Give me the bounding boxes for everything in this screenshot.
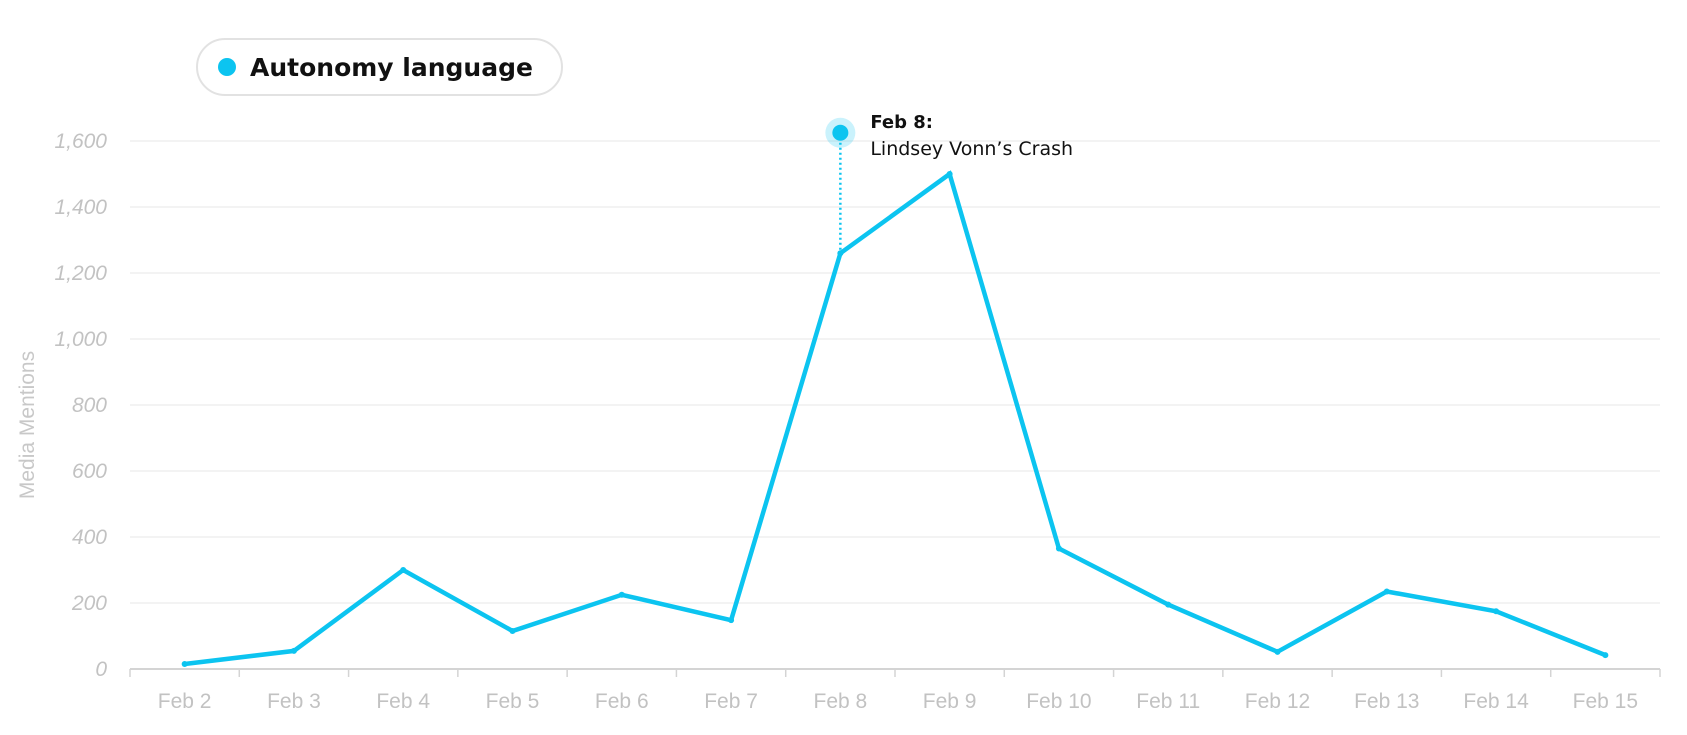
x-tick-label: Feb 12 <box>1245 690 1310 713</box>
annotation-marker[interactable] <box>832 124 849 141</box>
y-tick-label: 1,000 <box>54 328 107 351</box>
data-point[interactable] <box>1055 545 1062 552</box>
x-tick-label: Feb 6 <box>595 690 649 713</box>
data-point[interactable] <box>946 171 953 177</box>
y-axis-ticks: 0 200 400 600 800 1,000 1,200 1,400 1,600 <box>54 130 107 681</box>
annotation-title: Feb 8: <box>870 112 933 133</box>
grid-lines <box>130 140 1660 604</box>
y-tick-label: 600 <box>72 460 107 483</box>
data-point[interactable] <box>728 617 735 624</box>
series-layer <box>181 170 1609 668</box>
x-tick-label: Feb 8 <box>814 690 868 713</box>
x-tick-label: Feb 13 <box>1354 690 1419 713</box>
data-point[interactable] <box>1383 588 1390 595</box>
y-tick-label: 1,600 <box>54 130 107 153</box>
data-point[interactable] <box>1493 608 1500 615</box>
annotation-text: Lindsey Vonn’s Crash <box>870 138 1073 160</box>
data-point[interactable] <box>290 647 297 654</box>
x-tick-label: Feb 10 <box>1026 690 1091 713</box>
data-point[interactable] <box>1274 648 1281 655</box>
x-tick-label: Feb 4 <box>376 690 430 713</box>
x-axis-ticks: Feb 2 Feb 3 Feb 4 Feb 5 Feb 6 Feb 7 Feb 8 Feb 9… <box>129 669 1661 713</box>
x-tick-label: Feb 2 <box>158 690 212 713</box>
x-tick-label: Feb 7 <box>704 690 758 713</box>
x-tick-label: Feb 11 <box>1136 690 1200 713</box>
data-point[interactable] <box>181 661 188 668</box>
y-tick-label: 200 <box>71 592 107 615</box>
legend-label: Autonomy language <box>250 52 533 82</box>
y-tick-label: 0 <box>95 658 107 681</box>
annotation: Feb 8: Lindsey Vonn’s Crash <box>825 112 1073 254</box>
y-tick-label: 1,200 <box>54 262 107 285</box>
y-tick-label: 800 <box>72 394 107 417</box>
data-point[interactable] <box>1602 652 1609 659</box>
data-point[interactable] <box>509 628 516 635</box>
x-tick-label: Feb 5 <box>486 690 540 713</box>
data-point[interactable] <box>837 250 844 257</box>
x-tick-label: Feb 14 <box>1463 690 1529 713</box>
x-tick-label: Feb 9 <box>923 690 977 713</box>
legend-marker-icon <box>218 58 236 76</box>
y-tick-label: 400 <box>72 526 107 549</box>
legend[interactable]: Autonomy language <box>196 38 563 96</box>
series-line-0[interactable] <box>182 170 1608 667</box>
data-point[interactable] <box>618 591 625 598</box>
y-axis-title: Media Mentions <box>16 351 39 499</box>
x-tick-label: Feb 15 <box>1573 690 1638 713</box>
x-tick-label: Feb 3 <box>267 690 321 713</box>
data-point[interactable] <box>1165 601 1172 608</box>
y-tick-label: 1,400 <box>54 196 107 219</box>
data-point[interactable] <box>400 567 407 573</box>
